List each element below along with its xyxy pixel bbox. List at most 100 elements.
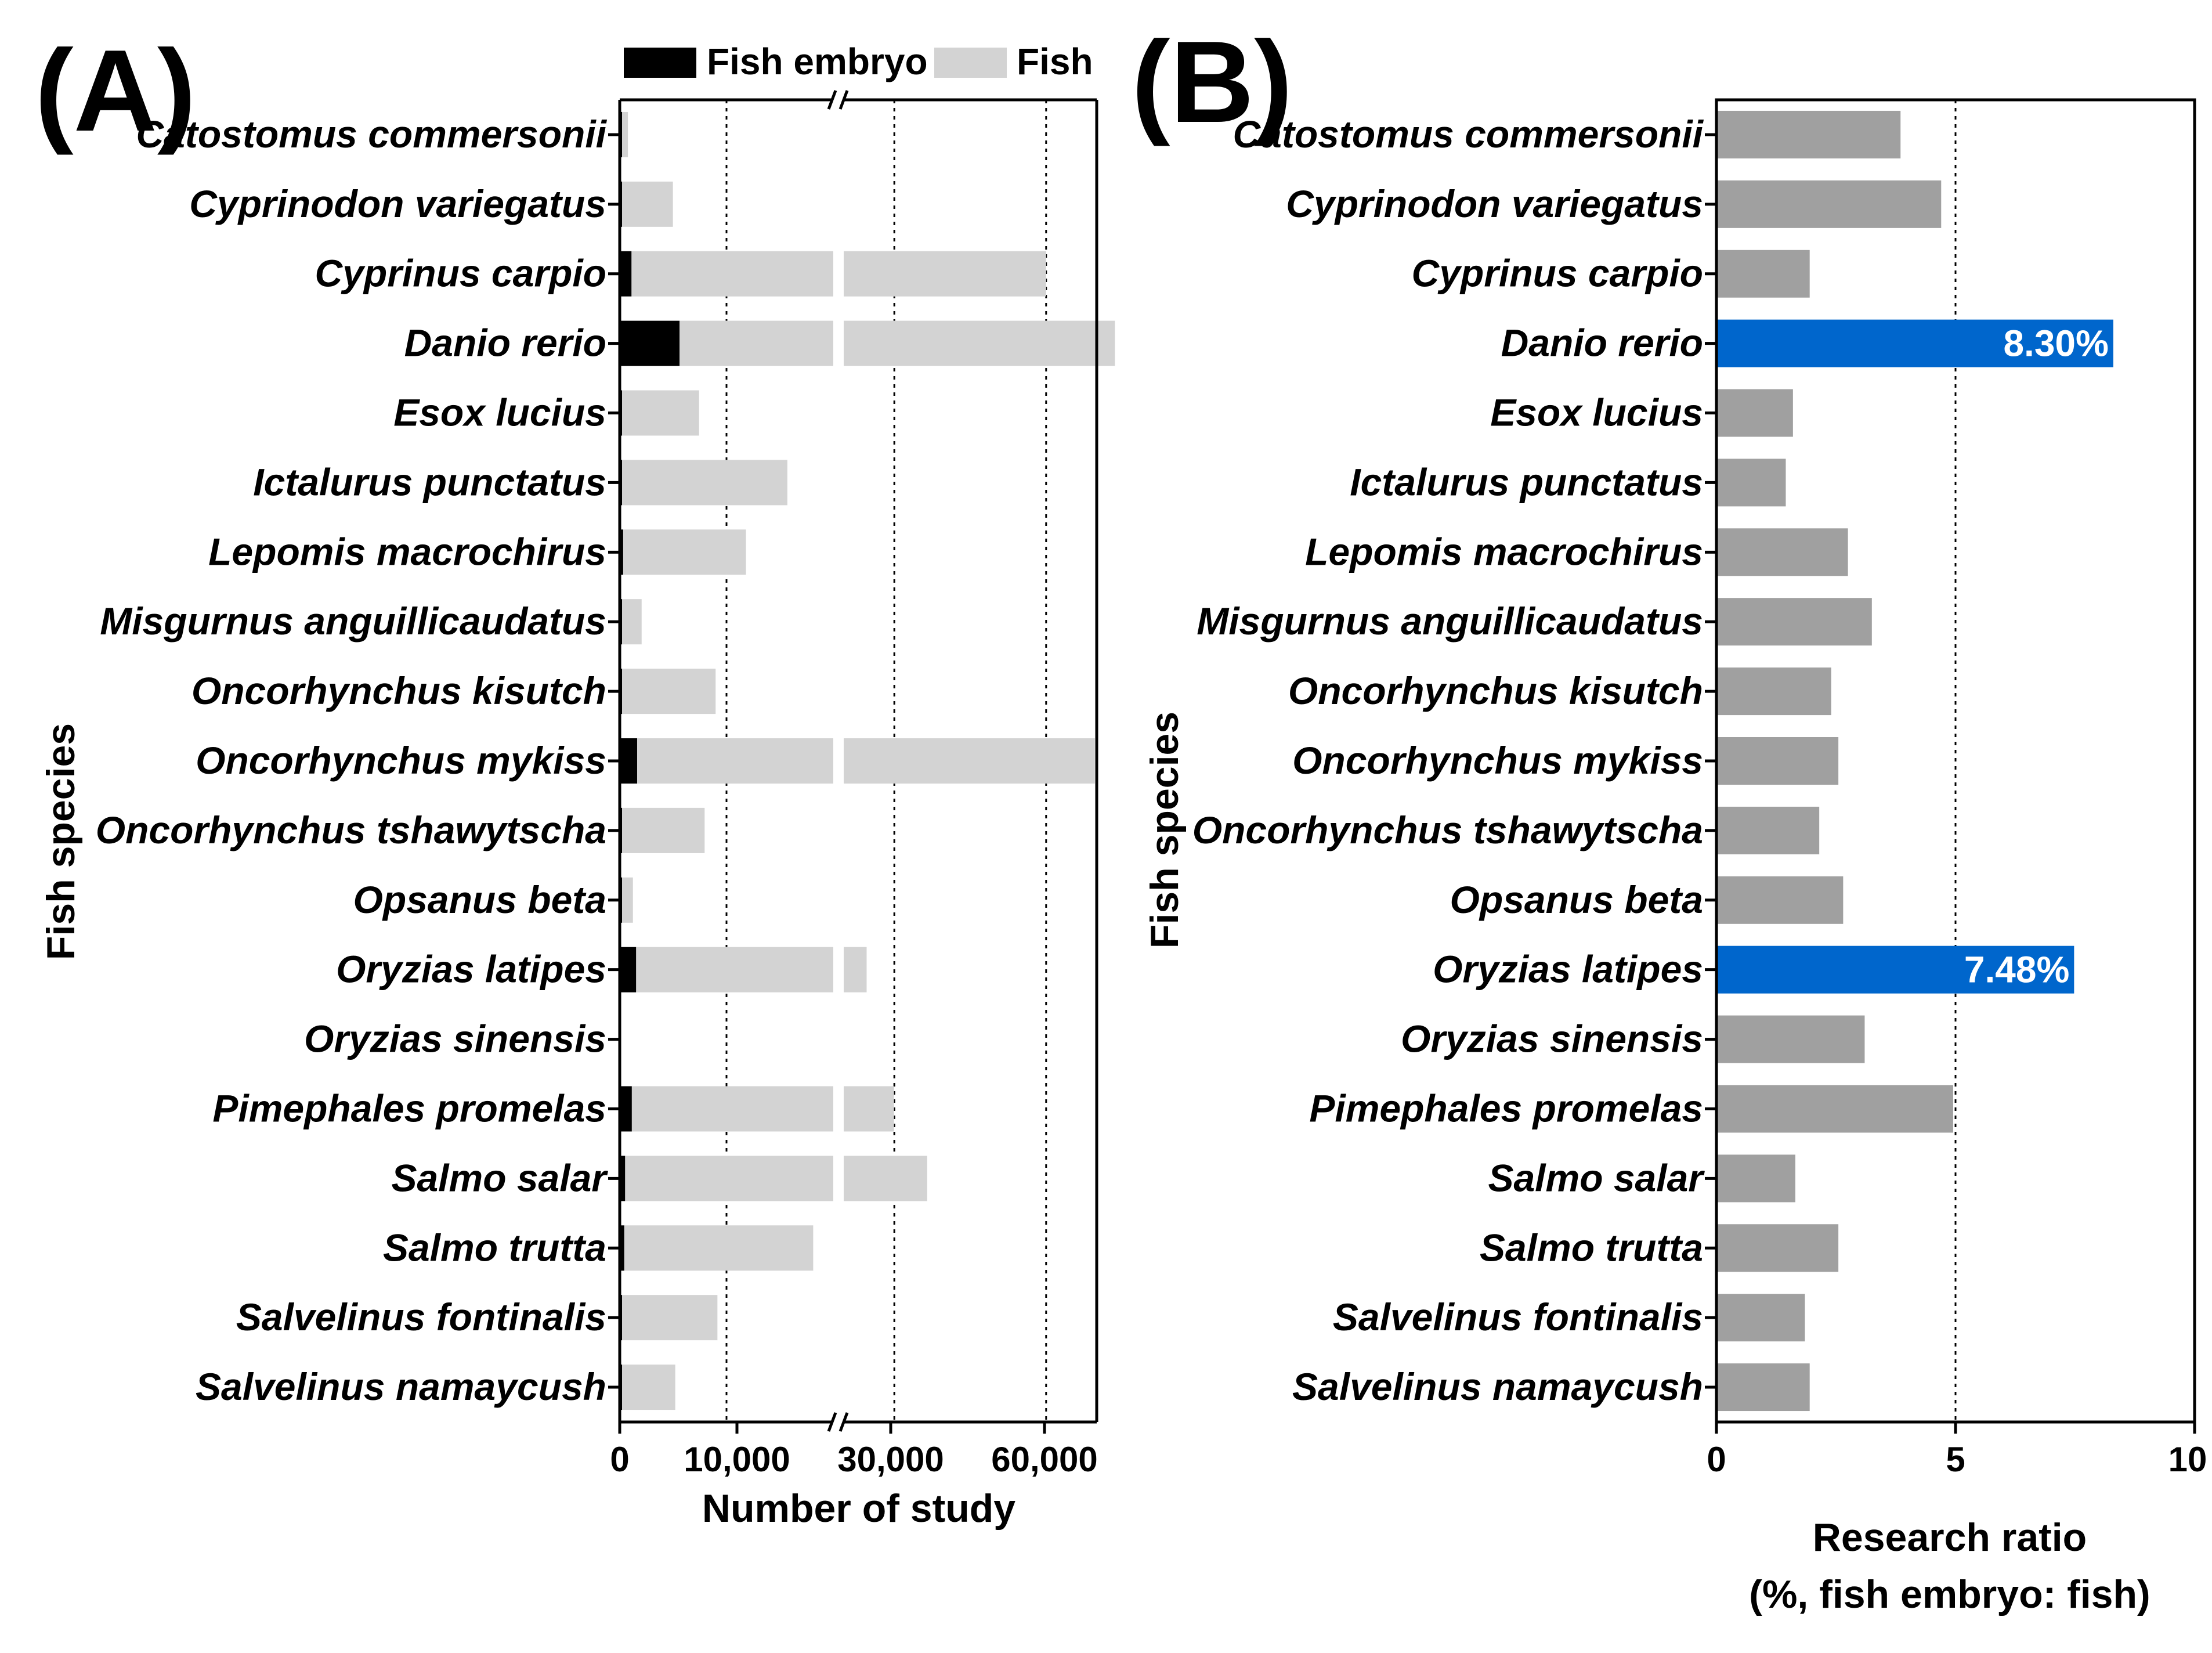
panel-b-bars: 8.30% 7.48% bbox=[1716, 110, 2113, 1412]
bar-ratio-highlighted bbox=[1716, 945, 2074, 994]
panel-b-category-label: Esox lucius bbox=[1490, 391, 1703, 434]
bar-fish bbox=[621, 807, 705, 853]
panel-a-category-label: Opsanus beta bbox=[353, 878, 606, 921]
bar-ratio bbox=[1716, 1154, 1795, 1203]
bar-fish bbox=[637, 738, 833, 784]
panel-a-xtick-label: 30,000 bbox=[837, 1440, 944, 1479]
bar-fish bbox=[621, 1295, 718, 1341]
bar-fish bbox=[844, 1086, 894, 1132]
panel-b-category-label: Danio rerio bbox=[1501, 322, 1703, 364]
panel-a-category-label: Ictalurus punctatus bbox=[253, 460, 606, 503]
panel-a-letter: (A) bbox=[35, 26, 196, 156]
panel-b-category-label: Oncorhynchus mykiss bbox=[1292, 739, 1703, 782]
bar-fish bbox=[631, 1086, 833, 1132]
panel-a-category-label: Pimephales promelas bbox=[212, 1087, 606, 1129]
panel-b-xtick-label: 0 bbox=[1707, 1440, 1726, 1479]
bar-fish-embryo bbox=[620, 1156, 626, 1201]
panel-a-x-axis-title: Number of study bbox=[702, 1486, 1015, 1531]
bar-ratio bbox=[1716, 1363, 1810, 1412]
bar-fish bbox=[631, 251, 833, 297]
bar-fish bbox=[620, 599, 642, 645]
panel-a-category-label: Salvelinus fontinalis bbox=[236, 1295, 606, 1338]
panel-b-y-axis-title: Fish species bbox=[1143, 712, 1187, 948]
bar-ratio bbox=[1716, 180, 1942, 228]
bar-fish bbox=[620, 1365, 675, 1410]
panel-b-x-ticks: 0 5 10 bbox=[1707, 1422, 2207, 1479]
legend-label-fish: Fish bbox=[1017, 41, 1093, 82]
panel-b-category-label: Pimephales promelas bbox=[1309, 1087, 1703, 1129]
panel-a-x-ticks: 0 10,000 30,000 60,000 bbox=[610, 1422, 1098, 1479]
bar-ratio bbox=[1716, 389, 1793, 437]
bar-ratio bbox=[1716, 1294, 1805, 1342]
bar-value-label: 8.30% bbox=[2003, 323, 2108, 364]
bar-fish bbox=[844, 320, 1115, 366]
bar-ratio bbox=[1716, 528, 1848, 576]
bar-fish bbox=[620, 877, 633, 923]
bar-fish bbox=[625, 1156, 833, 1201]
bar-ratio bbox=[1716, 1015, 1865, 1063]
bar-fish bbox=[621, 460, 787, 506]
bar-fish bbox=[623, 529, 746, 575]
panel-a-category-label: Oncorhynchus kisutch bbox=[191, 669, 606, 712]
panel-a-category-label: Oryzias latipes bbox=[336, 948, 606, 991]
panel-b-letter: (B) bbox=[1132, 17, 1293, 147]
panel-a-category-label: Cyprinus carpio bbox=[315, 252, 606, 295]
bar-fish bbox=[679, 320, 833, 366]
panel-b-category-label: Oryzias latipes bbox=[1433, 948, 1703, 991]
legend-swatch-fish bbox=[934, 48, 1007, 78]
bar-fish bbox=[636, 947, 833, 992]
panel-b-category-label: Salmo salar bbox=[1488, 1156, 1705, 1199]
panel-b-category-labels: Catostomus commersonii Cyprinodon variega… bbox=[1192, 113, 1716, 1408]
bar-ratio bbox=[1716, 598, 1872, 646]
panel-a-category-label: Cyprinodon variegatus bbox=[189, 182, 606, 225]
panel-a-category-label: Catostomus commersonii bbox=[136, 113, 608, 156]
panel-b-category-label: Catostomus commersonii bbox=[1233, 113, 1704, 156]
bar-ratio bbox=[1716, 110, 1901, 158]
panel-a-category-label: Salmo trutta bbox=[383, 1226, 606, 1269]
bar-fish bbox=[621, 390, 699, 436]
bar-ratio-highlighted bbox=[1716, 319, 2113, 367]
bar-fish bbox=[844, 1156, 927, 1201]
bar-fish-embryo bbox=[620, 251, 632, 297]
panel-b-category-label: Cyprinus carpio bbox=[1412, 252, 1703, 295]
panel-a-category-label: Lepomis macrochirus bbox=[208, 530, 606, 573]
panel-b-category-label: Cyprinodon variegatus bbox=[1286, 182, 1703, 225]
bar-fish bbox=[621, 669, 716, 714]
panel-a-category-label: Oryzias sinensis bbox=[304, 1017, 606, 1060]
bar-fish-embryo bbox=[620, 1086, 632, 1132]
panel-b-category-label: Oncorhynchus tshawytscha bbox=[1192, 809, 1703, 851]
panel-b: (B) 8.30% 7.48% 0 5 10 Research ratio (%,… bbox=[1132, 17, 2207, 1616]
panel-a-xtick-label: 0 bbox=[610, 1440, 629, 1479]
panel-b-category-label: Oryzias sinensis bbox=[1401, 1017, 1703, 1060]
panel-b-category-label: Salvelinus namaycush bbox=[1292, 1365, 1703, 1408]
panel-a-category-label: Salmo salar bbox=[391, 1156, 608, 1199]
panel-a-category-label: Misgurnus anguillicaudatus bbox=[100, 600, 606, 643]
panel-b-category-label: Salmo trutta bbox=[1480, 1226, 1703, 1269]
panel-a-category-label: Oncorhynchus tshawytscha bbox=[96, 809, 606, 851]
bar-ratio bbox=[1716, 250, 1810, 298]
panel-a-category-label: Danio rerio bbox=[404, 322, 606, 364]
panel-b-category-label: Lepomis macrochirus bbox=[1305, 530, 1703, 573]
panel-a-axis-break bbox=[827, 90, 849, 1432]
bar-fish-embryo bbox=[620, 738, 637, 784]
panel-a-xtick-label: 60,000 bbox=[991, 1440, 1098, 1479]
panel-b-category-label: Ictalurus punctatus bbox=[1350, 460, 1703, 503]
bar-ratio bbox=[1716, 876, 1844, 924]
legend-label-fish-embryo: Fish embryo bbox=[707, 41, 928, 82]
panel-b-category-label: Oncorhynchus kisutch bbox=[1288, 669, 1703, 712]
panel-a-category-labels: Catostomus commersonii Cyprinodon variega… bbox=[96, 113, 620, 1408]
bar-ratio bbox=[1716, 1224, 1839, 1272]
panel-a-legend: Fish embryo Fish bbox=[624, 41, 1093, 82]
panel-b-category-label: Opsanus beta bbox=[1450, 878, 1703, 921]
panel-b-x-axis-subtitle: (%, fish embryo: fish) bbox=[1749, 1572, 2150, 1616]
panel-b-xtick-label: 5 bbox=[1946, 1440, 1965, 1479]
bar-fish bbox=[624, 1225, 814, 1271]
bar-fish-embryo bbox=[620, 1225, 624, 1271]
panel-a-category-label: Oncorhynchus mykiss bbox=[196, 739, 606, 782]
bar-ratio bbox=[1716, 806, 1820, 854]
panel-a: (A) 0 10,000 30,000 60,000 Number bbox=[35, 26, 1115, 1531]
bar-fish bbox=[844, 947, 867, 992]
panel-a-y-axis-title: Fish species bbox=[39, 723, 83, 960]
bar-value-label: 7.48% bbox=[1964, 949, 2069, 991]
